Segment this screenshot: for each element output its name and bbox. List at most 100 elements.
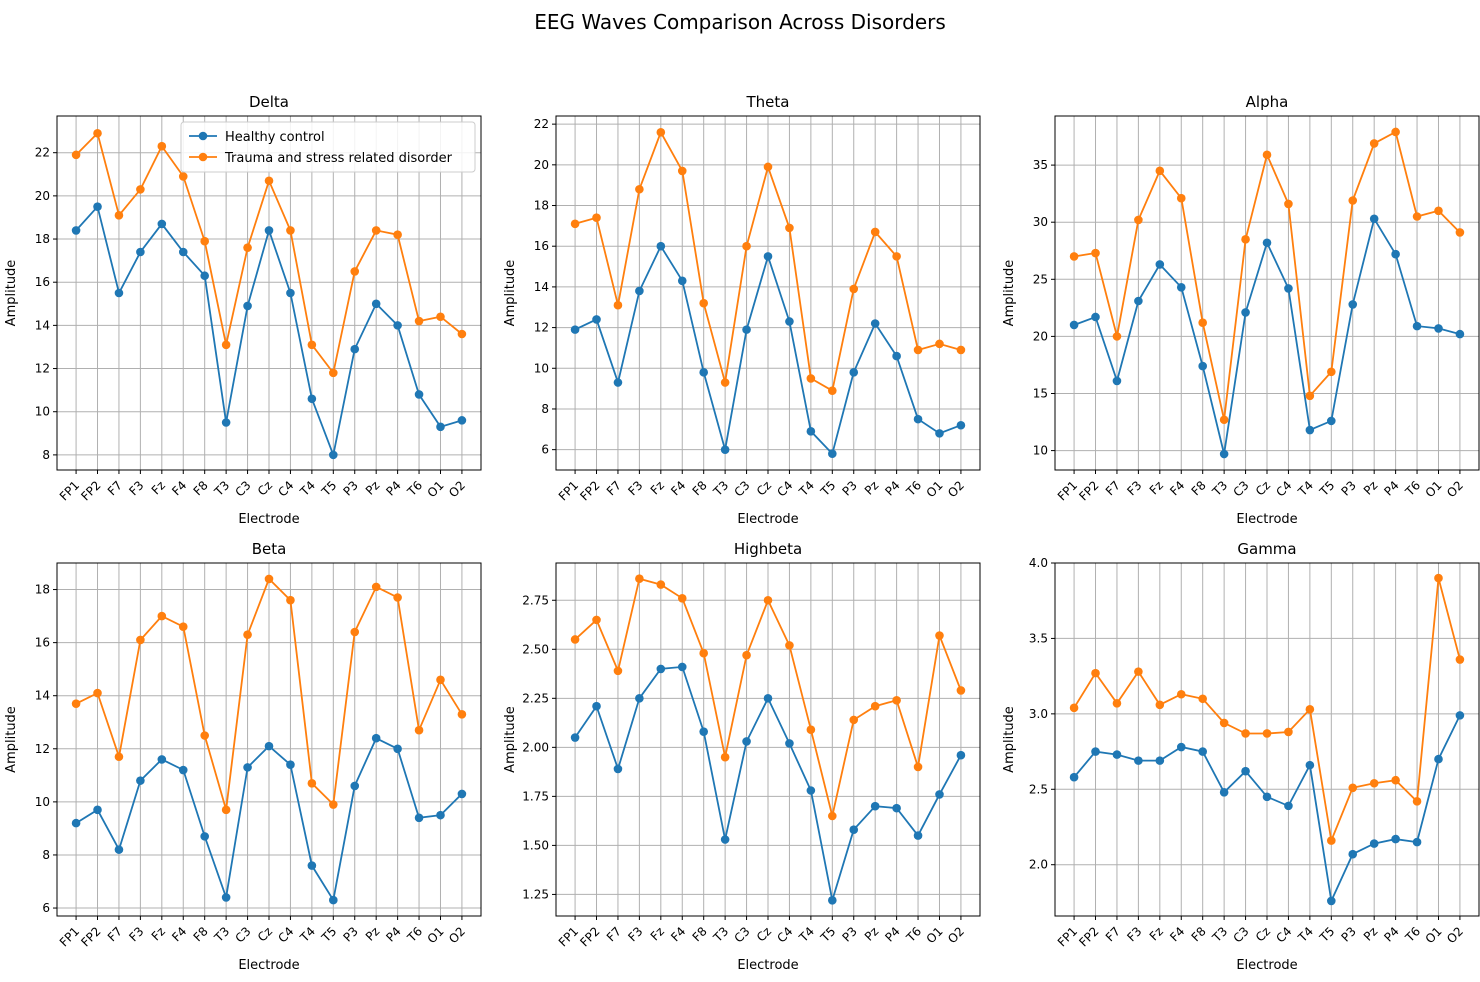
x-tick-label: P4: [882, 478, 902, 498]
x-tick-label: FP1: [57, 478, 82, 503]
data-point: [1219, 449, 1229, 459]
x-tick-label: T6: [1402, 924, 1423, 945]
x-tick-label: P3: [1338, 924, 1358, 944]
y-tick-label: 2.75: [522, 593, 549, 607]
data-point: [742, 737, 751, 746]
data-point: [1069, 320, 1079, 330]
x-tick-label: P3: [839, 924, 859, 944]
data-point: [570, 733, 580, 742]
data-point: [1134, 667, 1143, 676]
x-tick-label: P3: [340, 924, 360, 944]
x-tick-label: F3: [126, 478, 146, 498]
panel-title: Gamma: [1237, 540, 1296, 558]
data-point: [1284, 801, 1293, 811]
data-point: [286, 288, 295, 298]
data-point: [457, 709, 467, 719]
x-tick-label: F3: [1124, 478, 1144, 498]
x-tick-label: T3: [211, 924, 232, 945]
x-tick-label: F4: [1167, 478, 1187, 498]
x-tick-label: T6: [404, 924, 425, 945]
data-point: [1412, 321, 1422, 331]
data-point: [93, 202, 102, 211]
data-point: [307, 778, 317, 788]
data-point: [720, 378, 730, 387]
y-tick-label: 25: [1033, 272, 1048, 286]
x-tick-label: F7: [604, 924, 624, 944]
data-point: [157, 219, 167, 229]
data-point: [935, 631, 944, 640]
x-tick-label: T3: [211, 478, 232, 499]
data-point: [157, 755, 167, 764]
data-point: [1348, 196, 1358, 205]
data-point: [742, 241, 751, 251]
data-point: [1241, 766, 1250, 776]
x-tick-label: F8: [1189, 924, 1209, 944]
data-point: [1305, 391, 1315, 401]
data-point: [1069, 703, 1079, 713]
x-tick-label: Pz: [363, 924, 382, 943]
data-point: [136, 247, 145, 257]
data-point: [329, 450, 338, 460]
data-point: [849, 715, 859, 725]
y-axis-label: Amplitude: [503, 706, 518, 773]
data-point: [414, 725, 424, 735]
data-point: [286, 595, 295, 605]
data-point: [1176, 689, 1186, 699]
x-tick-label: T5: [1316, 924, 1337, 945]
data-point: [806, 427, 816, 436]
y-tick-label: 8: [42, 848, 50, 862]
x-tick-label: C3: [1230, 924, 1251, 945]
x-tick-label: Fz: [1147, 478, 1166, 497]
data-point: [1391, 249, 1400, 259]
data-point: [1455, 711, 1465, 720]
data-point: [1262, 729, 1272, 738]
y-tick-label: 8: [42, 448, 50, 462]
data-point: [892, 252, 901, 261]
x-tick-label: T3: [710, 478, 731, 499]
data-point: [221, 418, 231, 427]
data-point: [699, 727, 708, 736]
data-point: [699, 368, 708, 377]
data-point: [457, 789, 467, 799]
x-tick-label: Fz: [648, 924, 667, 943]
data-point: [1305, 760, 1315, 770]
x-axis-label: Electrode: [737, 958, 798, 973]
x-axis-label: Electrode: [238, 512, 299, 527]
data-point: [828, 811, 837, 821]
data-point: [307, 394, 317, 404]
data-point: [1327, 836, 1336, 845]
data-point: [806, 786, 816, 795]
data-point: [71, 699, 81, 708]
x-tick-label: T6: [1402, 478, 1423, 499]
data-point: [613, 378, 623, 387]
series-healthy-control: [1069, 214, 1465, 459]
x-tick-label: F7: [105, 924, 125, 944]
series-trauma: [1069, 573, 1465, 845]
data-point: [635, 574, 644, 583]
data-point: [71, 150, 81, 160]
data-point: [1134, 215, 1143, 225]
x-tick-label: T5: [1316, 478, 1337, 499]
data-point: [849, 284, 859, 294]
data-point: [1391, 775, 1400, 785]
data-point: [264, 176, 274, 186]
data-point: [350, 267, 360, 276]
y-tick-label: 10: [35, 405, 50, 419]
data-point: [393, 321, 402, 330]
data-point: [200, 236, 209, 246]
data-point: [1091, 668, 1100, 678]
data-point: [1284, 727, 1293, 737]
data-point: [243, 301, 252, 311]
data-point: [1219, 787, 1229, 797]
data-point: [1455, 228, 1465, 237]
x-tick-label: FP1: [57, 924, 82, 949]
data-point: [1155, 700, 1165, 710]
data-point: [1155, 756, 1165, 765]
data-point: [635, 694, 644, 703]
data-point: [592, 315, 601, 324]
data-point: [1134, 296, 1143, 306]
y-axis-label: Amplitude: [1002, 260, 1017, 327]
y-tick-label: 22: [534, 117, 549, 131]
y-tick-label: 15: [1033, 386, 1048, 400]
